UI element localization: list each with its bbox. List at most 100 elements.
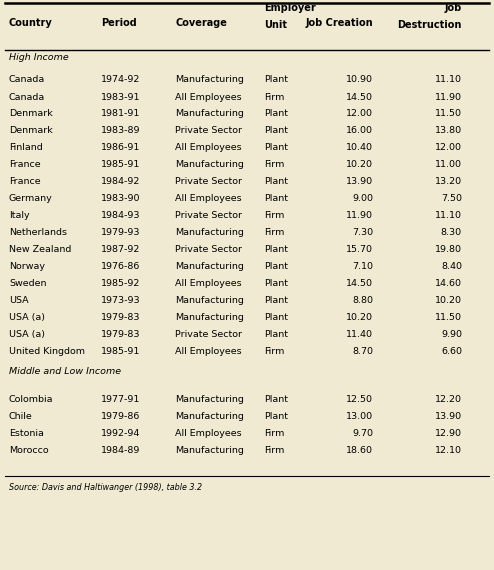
Text: Firm: Firm	[264, 229, 285, 238]
Text: 14.50: 14.50	[346, 92, 373, 101]
Text: Job Creation: Job Creation	[305, 18, 373, 28]
Text: All Employees: All Employees	[175, 348, 242, 356]
Text: Manufacturing: Manufacturing	[175, 109, 244, 119]
Text: Employer: Employer	[264, 3, 316, 13]
Text: 1984-89: 1984-89	[101, 446, 141, 455]
Text: Plant: Plant	[264, 331, 288, 340]
Text: USA: USA	[9, 296, 29, 306]
Text: Manufacturing: Manufacturing	[175, 75, 244, 84]
Text: 11.90: 11.90	[435, 92, 462, 101]
Text: Plant: Plant	[264, 109, 288, 119]
Text: 11.50: 11.50	[435, 314, 462, 323]
Text: 9.90: 9.90	[441, 331, 462, 340]
Text: 1984-93: 1984-93	[101, 211, 141, 221]
Text: Plant: Plant	[264, 246, 288, 254]
Text: 12.50: 12.50	[346, 395, 373, 404]
Text: 13.00: 13.00	[346, 412, 373, 421]
Text: All Employees: All Employees	[175, 429, 242, 438]
Text: 6.60: 6.60	[441, 348, 462, 356]
Text: 12.20: 12.20	[435, 395, 462, 404]
Text: Firm: Firm	[264, 429, 285, 438]
Text: 9.00: 9.00	[352, 194, 373, 203]
Text: Plant: Plant	[264, 75, 288, 84]
Text: Colombia: Colombia	[9, 395, 53, 404]
Text: 11.10: 11.10	[435, 211, 462, 221]
Text: 1992-94: 1992-94	[101, 429, 141, 438]
Text: Germany: Germany	[9, 194, 53, 203]
Text: 13.20: 13.20	[435, 177, 462, 186]
Text: 11.40: 11.40	[346, 331, 373, 340]
Text: Plant: Plant	[264, 279, 288, 288]
Text: Manufacturing: Manufacturing	[175, 161, 244, 169]
Text: 13.90: 13.90	[435, 412, 462, 421]
Text: 19.80: 19.80	[435, 246, 462, 254]
Text: 7.50: 7.50	[441, 194, 462, 203]
Text: All Employees: All Employees	[175, 279, 242, 288]
Text: Manufacturing: Manufacturing	[175, 263, 244, 271]
Text: Private Sector: Private Sector	[175, 177, 243, 186]
Text: Plant: Plant	[264, 314, 288, 323]
Text: Private Sector: Private Sector	[175, 127, 243, 136]
Text: Source: Davis and Haltiwanger (1998), table 3.2: Source: Davis and Haltiwanger (1998), ta…	[9, 483, 202, 492]
Text: Canada: Canada	[9, 92, 45, 101]
Text: 14.50: 14.50	[346, 279, 373, 288]
Text: Manufacturing: Manufacturing	[175, 446, 244, 455]
Text: USA (a): USA (a)	[9, 314, 45, 323]
Text: 18.60: 18.60	[346, 446, 373, 455]
Text: Canada: Canada	[9, 75, 45, 84]
Text: 1985-91: 1985-91	[101, 161, 141, 169]
Text: Manufacturing: Manufacturing	[175, 296, 244, 306]
Text: 8.30: 8.30	[441, 229, 462, 238]
Text: 1979-93: 1979-93	[101, 229, 141, 238]
Text: Italy: Italy	[9, 211, 30, 221]
Text: 8.80: 8.80	[352, 296, 373, 306]
Text: Norway: Norway	[9, 263, 45, 271]
Text: Private Sector: Private Sector	[175, 211, 243, 221]
Text: 1983-89: 1983-89	[101, 127, 141, 136]
Text: 1983-91: 1983-91	[101, 92, 141, 101]
Text: Firm: Firm	[264, 211, 285, 221]
Text: Denmark: Denmark	[9, 109, 53, 119]
Text: 1976-86: 1976-86	[101, 263, 141, 271]
Text: Destruction: Destruction	[398, 20, 462, 30]
Text: Plant: Plant	[264, 263, 288, 271]
Text: 13.80: 13.80	[435, 127, 462, 136]
Text: 1979-83: 1979-83	[101, 314, 141, 323]
Text: 1985-91: 1985-91	[101, 348, 141, 356]
Text: France: France	[9, 161, 41, 169]
Text: 8.70: 8.70	[352, 348, 373, 356]
Text: 15.70: 15.70	[346, 246, 373, 254]
Text: Morocco: Morocco	[9, 446, 48, 455]
Text: 14.60: 14.60	[435, 279, 462, 288]
Text: 1979-83: 1979-83	[101, 331, 141, 340]
Text: 10.20: 10.20	[346, 314, 373, 323]
Text: Private Sector: Private Sector	[175, 331, 243, 340]
Text: Manufacturing: Manufacturing	[175, 314, 244, 323]
Text: Plant: Plant	[264, 177, 288, 186]
Text: Plant: Plant	[264, 127, 288, 136]
Text: Manufacturing: Manufacturing	[175, 395, 244, 404]
Text: Chile: Chile	[9, 412, 33, 421]
Text: Netherlands: Netherlands	[9, 229, 67, 238]
Text: Plant: Plant	[264, 296, 288, 306]
Text: Period: Period	[101, 18, 137, 28]
Text: 12.90: 12.90	[435, 429, 462, 438]
Text: Plant: Plant	[264, 194, 288, 203]
Text: 12.10: 12.10	[435, 446, 462, 455]
Text: 1983-90: 1983-90	[101, 194, 141, 203]
Text: Manufacturing: Manufacturing	[175, 229, 244, 238]
Text: 10.90: 10.90	[346, 75, 373, 84]
Text: 1973-93: 1973-93	[101, 296, 141, 306]
Text: Denmark: Denmark	[9, 127, 53, 136]
Text: 9.70: 9.70	[352, 429, 373, 438]
Text: Firm: Firm	[264, 92, 285, 101]
Text: 1977-91: 1977-91	[101, 395, 141, 404]
Text: Estonia: Estonia	[9, 429, 44, 438]
Text: 1979-86: 1979-86	[101, 412, 141, 421]
Text: 10.20: 10.20	[435, 296, 462, 306]
Text: 12.00: 12.00	[346, 109, 373, 119]
Text: 10.40: 10.40	[346, 144, 373, 153]
Text: Plant: Plant	[264, 395, 288, 404]
Text: 1987-92: 1987-92	[101, 246, 141, 254]
Text: 1974-92: 1974-92	[101, 75, 141, 84]
